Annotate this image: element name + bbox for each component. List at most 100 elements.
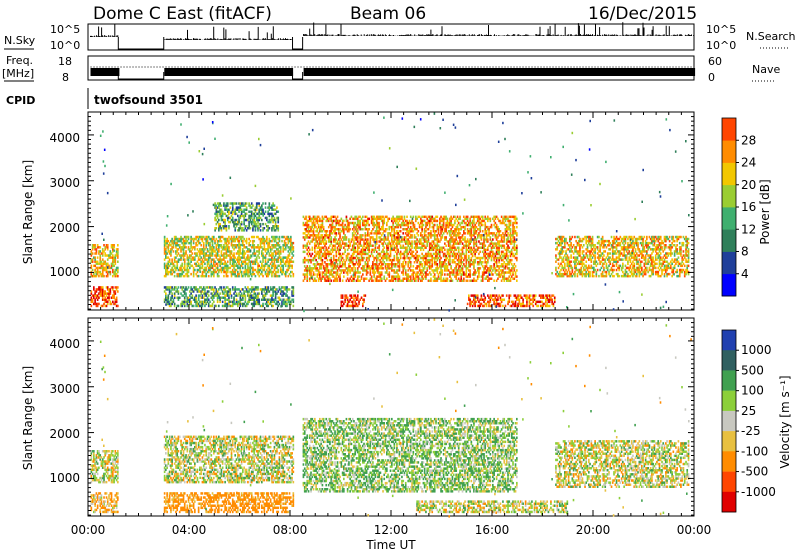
echo-cell	[320, 236, 322, 239]
echo-cell	[253, 292, 256, 295]
echo-cell	[186, 266, 189, 270]
echo-cell	[391, 244, 393, 247]
echo-cell	[362, 265, 364, 268]
freq-sample	[435, 68, 438, 76]
echo-cell	[290, 237, 292, 241]
echo-cell	[173, 264, 176, 268]
echo-cell	[99, 258, 102, 261]
freq-sample	[328, 68, 331, 76]
echo-cell	[177, 272, 180, 276]
echo-cell	[239, 225, 242, 228]
echo-cell	[185, 300, 187, 304]
echo-cell	[266, 218, 268, 222]
echo-cell	[329, 238, 331, 241]
echo-cell	[317, 234, 320, 237]
echo-cell	[255, 296, 258, 299]
echo-cell	[204, 262, 206, 266]
echo-cell	[324, 252, 326, 256]
echo-cell	[315, 279, 317, 282]
echo-cell	[384, 254, 387, 258]
echo-cell	[327, 219, 330, 223]
echo-cell	[173, 292, 176, 295]
echo-cell	[379, 217, 382, 221]
echo-cell	[183, 268, 186, 272]
echo-cell	[215, 206, 218, 209]
echo-cell	[254, 288, 257, 291]
echo-cell	[215, 208, 218, 211]
echo-cell	[276, 227, 278, 230]
echo-cell	[271, 206, 273, 209]
echo-cell	[369, 238, 372, 241]
freq-sample	[442, 68, 444, 76]
echo-cell	[406, 250, 408, 254]
echo-cell	[391, 228, 393, 231]
echo-cell	[213, 270, 215, 274]
echo-cell	[312, 256, 315, 260]
freq-sample	[225, 68, 228, 76]
echo-cell	[378, 230, 381, 233]
echo-cell	[356, 252, 359, 256]
echo-cell	[192, 258, 195, 261]
echo-cell	[262, 274, 264, 278]
echo-cell	[204, 304, 206, 308]
freq-sample	[111, 68, 114, 76]
freq-sample	[643, 68, 645, 76]
echo-cell	[281, 294, 283, 297]
echo-cell	[274, 220, 277, 224]
echo-cell	[321, 215, 324, 219]
freq-sample	[274, 68, 276, 76]
freq-sample	[540, 68, 542, 76]
echo-cell	[292, 241, 295, 245]
echo-cell	[224, 246, 226, 249]
echo-cell	[316, 275, 319, 278]
echo-cell	[226, 294, 229, 297]
echo-cell	[316, 273, 319, 276]
echo-cell	[327, 217, 330, 221]
echo-cell	[282, 248, 285, 251]
echo-cell	[387, 242, 389, 245]
echo-cell	[358, 223, 360, 227]
echo-cell	[220, 258, 223, 261]
echo-cell	[287, 300, 290, 304]
echo-cell	[173, 256, 176, 259]
echo-cell	[288, 252, 291, 255]
echo-cell	[383, 219, 386, 223]
echo-cell	[308, 273, 311, 276]
freq-sample	[230, 68, 233, 76]
echo-cell	[264, 264, 267, 268]
echo-cell	[178, 272, 181, 276]
echo-cell	[166, 272, 168, 276]
echo-cell	[171, 300, 173, 304]
echo-cell	[242, 302, 244, 306]
echo-cell	[286, 260, 288, 263]
echo-cell	[355, 225, 358, 229]
echo-cell	[186, 302, 189, 306]
echo-cell	[201, 304, 204, 308]
echo-cell	[185, 237, 187, 241]
echo-cell	[266, 239, 268, 243]
freq-sample	[622, 68, 625, 76]
echo-cell	[264, 294, 267, 297]
echo-cell	[94, 258, 96, 261]
echo-cell	[240, 237, 243, 241]
echo-cell	[192, 266, 195, 270]
echo-cell	[358, 279, 360, 282]
freq-sample	[268, 68, 270, 76]
freq-sample	[587, 68, 589, 76]
freq-gap	[292, 72, 304, 80]
echo-cell	[383, 261, 386, 264]
freq-sample	[461, 68, 463, 76]
freq-sample	[494, 68, 497, 76]
echo-cell	[331, 232, 334, 235]
echo-cell	[177, 268, 180, 272]
echo-cell	[314, 246, 316, 249]
echo-cell	[291, 286, 293, 289]
echo-cell	[224, 290, 226, 293]
echo-cell	[271, 216, 273, 220]
echo-cell	[339, 277, 341, 280]
freq-sample	[527, 68, 530, 76]
echo-cell	[266, 298, 268, 301]
echo-cell	[344, 263, 346, 266]
echo-cell	[291, 294, 293, 297]
echo-cell	[288, 300, 291, 304]
